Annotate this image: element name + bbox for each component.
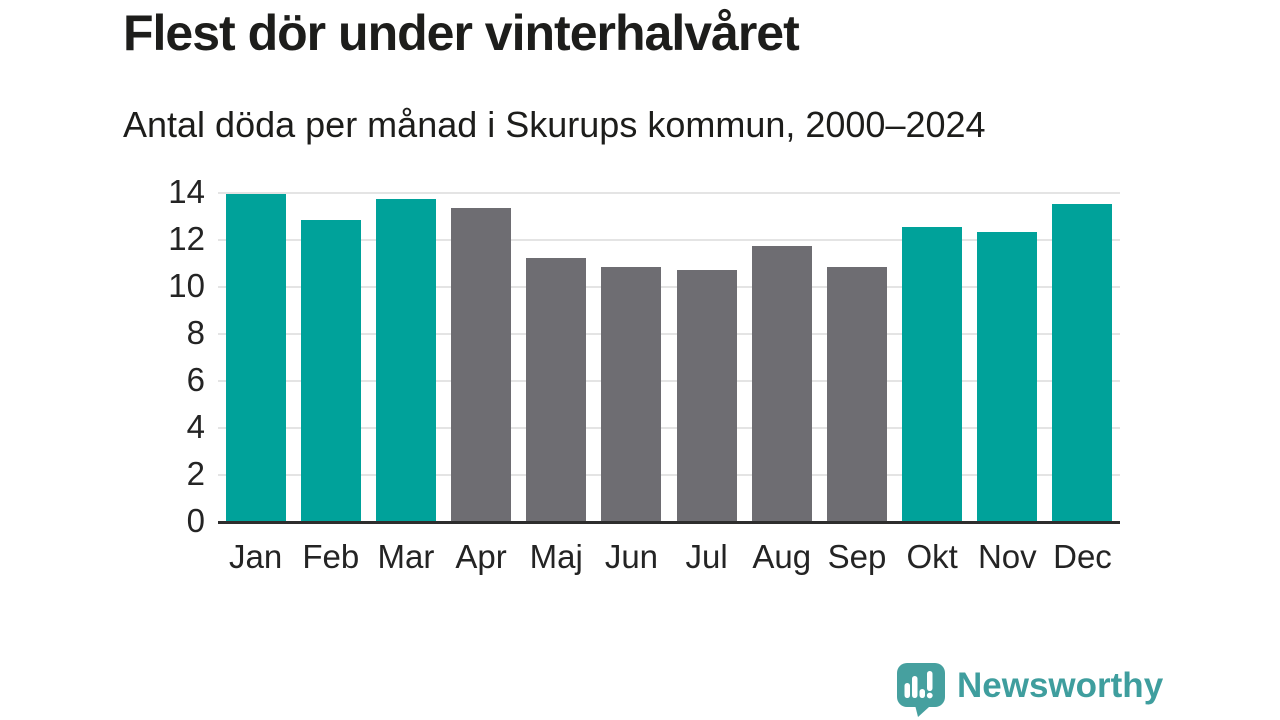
x-axis-label-sep: Sep	[827, 538, 887, 575]
bar-maj	[526, 257, 587, 521]
x-axis-label-aug: Aug	[752, 538, 812, 575]
y-axis-label-10: 10	[168, 267, 205, 304]
x-axis-label-okt: Okt	[906, 538, 958, 575]
x-axis-label-mar: Mar	[377, 538, 435, 575]
bar-jan	[225, 194, 286, 521]
bar-sep	[826, 267, 887, 521]
chart-title: Flest dör under vinterhalvåret	[123, 5, 800, 61]
bar-okt	[902, 227, 963, 521]
gridline-12	[218, 239, 1120, 241]
bar-jun	[601, 267, 662, 521]
y-axis-label-6: 6	[186, 361, 205, 398]
newsworthy-logo: Newsworthy	[897, 663, 1163, 717]
x-axis-label-apr: Apr	[455, 538, 507, 575]
gridline-2	[218, 474, 1120, 476]
y-axis-label-0: 0	[186, 502, 205, 539]
y-axis-labels: 0 2 4 6 8 10 12 14	[130, 175, 205, 538]
bar-jul	[676, 269, 737, 521]
x-axis-label-jun: Jun	[604, 538, 659, 575]
x-axis-labels: Jan Feb Mar Apr Maj Jun Jul Aug Sep Okt Nov Dec	[218, 538, 1120, 576]
x-axis-label-feb: Feb	[302, 538, 360, 575]
bar-apr	[451, 208, 512, 521]
y-axis-label-8: 8	[186, 314, 205, 351]
x-axis-label-jul: Jul	[685, 538, 728, 575]
y-axis-label-12: 12	[168, 220, 205, 257]
gridline-14	[218, 192, 1120, 194]
gridline-6	[218, 380, 1120, 382]
bar-feb	[300, 220, 361, 521]
gridline-4	[218, 427, 1120, 429]
y-axis-label-2: 2	[186, 455, 205, 492]
newsworthy-logo-text: Newsworthy	[957, 666, 1164, 705]
newsworthy-logo-icon	[897, 663, 945, 717]
plot-area	[218, 192, 1120, 524]
bar-mar	[375, 199, 436, 521]
x-axis-label-jan: Jan	[228, 538, 283, 575]
bar-aug	[751, 246, 812, 521]
x-axis-label-nov: Nov	[977, 538, 1037, 575]
x-axis-label-dec: Dec	[1053, 538, 1112, 575]
y-axis-label-14: 14	[168, 173, 205, 210]
chart-subtitle: Antal döda per månad i Skurups kommun, 2…	[123, 104, 986, 145]
x-axis-label-maj: Maj	[529, 538, 583, 575]
bar-nov	[977, 231, 1038, 521]
y-axis-label-4: 4	[186, 408, 205, 445]
bar-dec	[1052, 203, 1113, 521]
gridline-8	[218, 333, 1120, 335]
gridline-10	[218, 286, 1120, 288]
